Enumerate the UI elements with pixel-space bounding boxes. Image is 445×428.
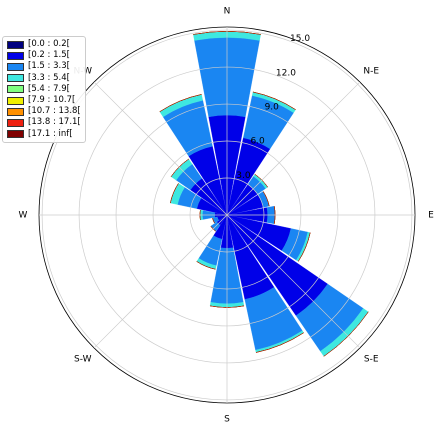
legend-item: [13.8 : 17.1[ bbox=[7, 117, 81, 128]
grid-spoke bbox=[93, 81, 228, 216]
legend-item: [0.0 : 0.2[ bbox=[7, 39, 81, 50]
legend-item: [1.5 : 3.3[ bbox=[7, 61, 81, 72]
legend-item: [7.9 : 10.7[ bbox=[7, 95, 81, 106]
wind-sector bbox=[254, 174, 268, 188]
legend-swatch bbox=[7, 107, 24, 116]
legend-swatch bbox=[7, 130, 24, 139]
grid-spoke bbox=[226, 81, 361, 216]
legend-label: [3.3 : 5.4[ bbox=[28, 72, 70, 83]
wind-sector bbox=[263, 191, 270, 207]
legend-swatch bbox=[7, 63, 24, 71]
legend-label: [5.4 : 7.9[ bbox=[28, 83, 70, 94]
legend-label: [17.1 : inf[ bbox=[28, 128, 73, 139]
direction-label: S-W bbox=[74, 355, 92, 365]
wind-sector bbox=[210, 226, 216, 232]
legend-swatch bbox=[7, 74, 24, 83]
r-tick-label: 15.0 bbox=[290, 34, 310, 44]
legend-item: [3.3 : 5.4[ bbox=[7, 73, 81, 84]
direction-label: E bbox=[428, 211, 434, 221]
r-tick-label: 3.0 bbox=[236, 171, 251, 181]
direction-label: S bbox=[224, 415, 230, 425]
legend-swatch bbox=[7, 119, 24, 128]
legend-label: [0.0 : 0.2[ bbox=[28, 39, 70, 49]
legend-swatch bbox=[7, 96, 24, 105]
direction-label: N-E bbox=[363, 66, 379, 76]
direction-label: S-E bbox=[364, 355, 379, 365]
grid-spoke bbox=[226, 214, 361, 349]
legend-item: [17.1 : inf[ bbox=[7, 129, 81, 140]
legend-label: [13.8 : 17.1[ bbox=[28, 117, 81, 128]
legend-swatch bbox=[7, 85, 24, 94]
legend-item: [10.7 : 13.8[ bbox=[7, 106, 81, 117]
wind-sector bbox=[212, 218, 215, 224]
wind-sector bbox=[323, 311, 369, 357]
wind-sector bbox=[193, 31, 261, 35]
wind-sector bbox=[252, 91, 296, 110]
r-tick-label: 9.0 bbox=[265, 102, 280, 112]
r-tick-label: 12.0 bbox=[276, 68, 296, 78]
r-tick-label: 6.0 bbox=[250, 137, 265, 147]
legend-label: [10.7 : 13.8[ bbox=[28, 106, 81, 117]
grid-spoke bbox=[93, 214, 228, 349]
wind-sector bbox=[170, 183, 179, 204]
legend-label: [7.9 : 10.7[ bbox=[28, 95, 76, 106]
wind-sector bbox=[210, 305, 244, 308]
legend-label: [1.5 : 3.3[ bbox=[28, 61, 70, 72]
legend-swatch bbox=[7, 51, 24, 60]
legend-swatch bbox=[7, 40, 24, 49]
legend-item: [0.2 : 1.5[ bbox=[7, 50, 81, 61]
legend-item: [5.4 : 7.9[ bbox=[7, 84, 81, 95]
direction-label: N bbox=[224, 7, 231, 17]
legend-label: [0.2 : 1.5[ bbox=[28, 50, 70, 61]
legend: [0.0 : 0.2[[0.2 : 1.5[[1.5 : 3.3[[3.3 : … bbox=[2, 36, 86, 143]
direction-label: W bbox=[19, 211, 28, 221]
